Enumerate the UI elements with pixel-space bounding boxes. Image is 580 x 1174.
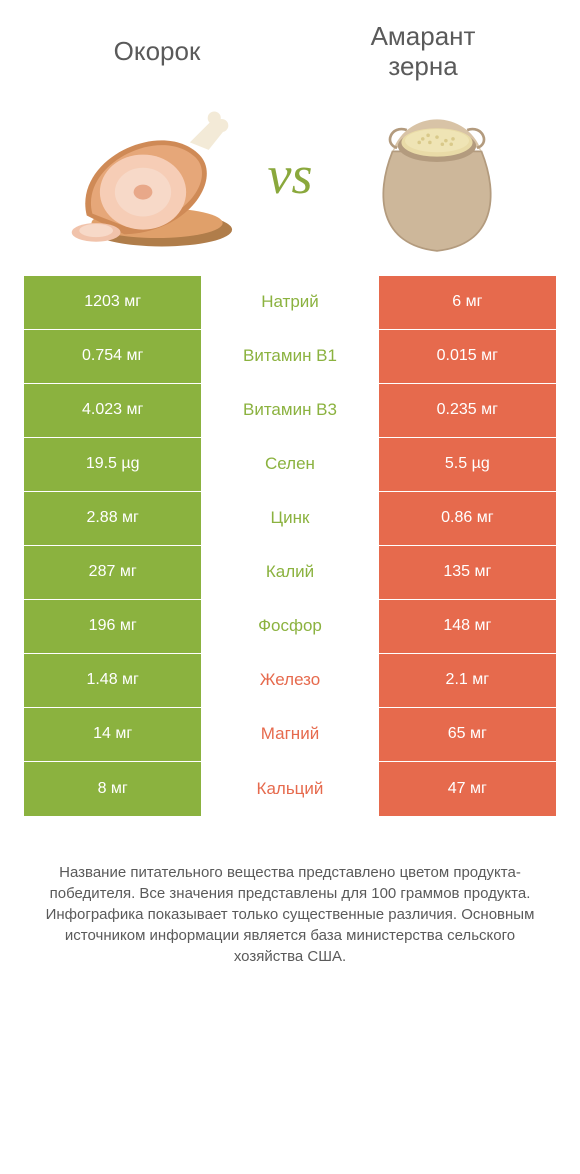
right-value: 148 мг: [379, 600, 556, 653]
nutrient-label: Натрий: [201, 276, 378, 329]
right-value: 0.86 мг: [379, 492, 556, 545]
left-value: 14 мг: [24, 708, 201, 761]
right-value: 0.235 мг: [379, 384, 556, 437]
nutrient-label: Витамин B3: [201, 384, 378, 437]
right-value: 5.5 µg: [379, 438, 556, 491]
right-value: 2.1 мг: [379, 654, 556, 707]
nutrient-label: Калий: [201, 546, 378, 599]
footnote: Название питательного вещества представл…: [24, 862, 556, 967]
left-value: 8 мг: [24, 762, 201, 816]
right-product-image: [319, 98, 557, 258]
ham-icon: [48, 103, 238, 253]
header: Окорок Амарант зерна: [24, 18, 556, 92]
right-value: 6 мг: [379, 276, 556, 329]
left-value: 1.48 мг: [24, 654, 201, 707]
left-value: 19.5 µg: [24, 438, 201, 491]
right-product-title: Амарант зерна: [290, 22, 556, 82]
table-row: 1.48 мгЖелезо2.1 мг: [24, 654, 556, 708]
left-product-title: Окорок: [24, 37, 290, 67]
table-row: 287 мгКалий135 мг: [24, 546, 556, 600]
right-value: 0.015 мг: [379, 330, 556, 383]
table-row: 14 мгМагний65 мг: [24, 708, 556, 762]
left-value: 196 мг: [24, 600, 201, 653]
infographic-root: Окорок Амарант зерна vs: [0, 0, 580, 995]
table-row: 196 мгФосфор148 мг: [24, 600, 556, 654]
nutrient-label: Кальций: [201, 762, 378, 816]
nutrient-label: Фосфор: [201, 600, 378, 653]
left-value: 2.88 мг: [24, 492, 201, 545]
table-row: 2.88 мгЦинк0.86 мг: [24, 492, 556, 546]
nutrient-label: Селен: [201, 438, 378, 491]
table-row: 19.5 µgСелен5.5 µg: [24, 438, 556, 492]
left-value: 287 мг: [24, 546, 201, 599]
left-value: 0.754 мг: [24, 330, 201, 383]
table-row: 0.754 мгВитамин B10.015 мг: [24, 330, 556, 384]
right-value: 47 мг: [379, 762, 556, 816]
images-row: vs: [24, 92, 556, 276]
left-value: 1203 мг: [24, 276, 201, 329]
nutrient-label: Магний: [201, 708, 378, 761]
nutrient-label: Цинк: [201, 492, 378, 545]
left-product-image: [24, 103, 262, 253]
grain-sack-icon: [362, 98, 512, 258]
table-row: 4.023 мгВитамин B30.235 мг: [24, 384, 556, 438]
table-row: 1203 мгНатрий6 мг: [24, 276, 556, 330]
nutrient-label: Витамин B1: [201, 330, 378, 383]
left-value: 4.023 мг: [24, 384, 201, 437]
right-value: 65 мг: [379, 708, 556, 761]
comparison-table: 1203 мгНатрий6 мг0.754 мгВитамин B10.015…: [24, 276, 556, 816]
table-row: 8 мгКальций47 мг: [24, 762, 556, 816]
nutrient-label: Железо: [201, 654, 378, 707]
vs-label: vs: [262, 144, 319, 212]
right-value: 135 мг: [379, 546, 556, 599]
